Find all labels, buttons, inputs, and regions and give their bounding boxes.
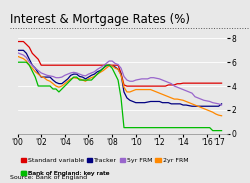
Legend: Bank of England: key rate: Bank of England: key rate — [20, 171, 110, 176]
Text: Source: Bank of England: Source: Bank of England — [10, 175, 87, 180]
Text: Interest & Mortgage Rates (%): Interest & Mortgage Rates (%) — [10, 13, 190, 26]
